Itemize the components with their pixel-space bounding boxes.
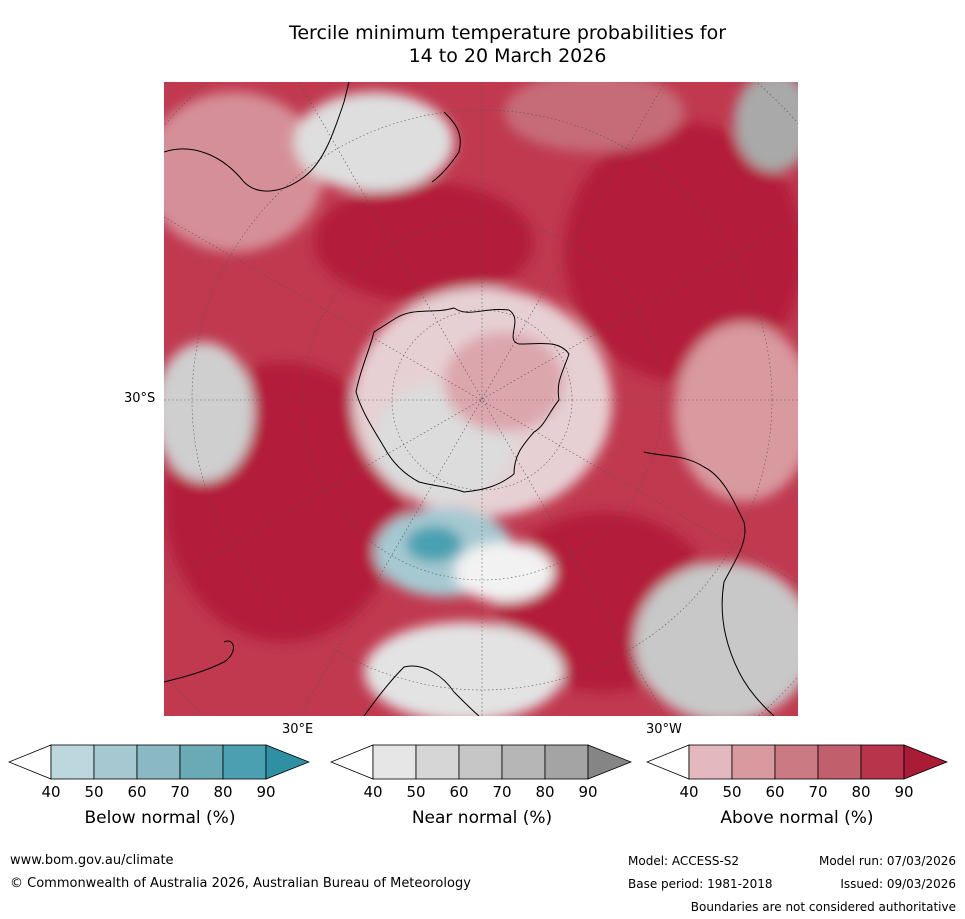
region-moderate-above-3 xyxy=(504,82,684,152)
colorbar-near-normal xyxy=(330,744,632,780)
colorbar-segment xyxy=(817,744,862,780)
colorbar-tick-label: 70 xyxy=(170,783,190,801)
colorbar-tick-label: 40 xyxy=(679,783,699,801)
probability-map xyxy=(164,82,798,716)
colorbar-tick-label: 90 xyxy=(894,783,914,801)
colorbar-segment xyxy=(179,744,224,780)
title-line-1: Tercile minimum temperature probabilitie… xyxy=(288,22,727,44)
region-near-normal-1 xyxy=(294,92,454,192)
map-canvas xyxy=(164,82,798,716)
colorbar-extend-high xyxy=(903,744,948,780)
colorbar-tick-label: 60 xyxy=(765,783,785,801)
colorbar-segment xyxy=(774,744,819,780)
colorbar-title-near: Near normal (%) xyxy=(411,808,553,828)
antarctica-above xyxy=(444,332,564,432)
colorbar-tick-label: 50 xyxy=(722,783,742,801)
colorbar-extend-high xyxy=(265,744,310,780)
colorbar-tick-label: 60 xyxy=(127,783,147,801)
colorbar-extend-low xyxy=(646,744,690,780)
title-line-2: 14 to 20 March 2026 xyxy=(408,45,607,67)
colorbar-segment xyxy=(93,744,138,780)
colorbar-tick-label: 40 xyxy=(363,783,383,801)
region-near-normal-2 xyxy=(164,342,254,482)
base-period: Base period: 1981-2018 xyxy=(628,877,773,891)
colorbar-segment xyxy=(136,744,181,780)
graticule xyxy=(164,82,798,716)
australia-coast xyxy=(164,82,350,192)
colorbar-tick-label: 70 xyxy=(808,783,828,801)
colorbar-title-below: Below normal (%) xyxy=(84,808,236,828)
colorbar-tick-label: 40 xyxy=(41,783,61,801)
map-title: Tercile minimum temperature probabilitie… xyxy=(0,22,965,68)
longitude-label-west: 30°W xyxy=(646,722,682,737)
region-strong-above-4 xyxy=(314,182,534,302)
colorbar-segment xyxy=(544,744,589,780)
colorbar-tick-label: 90 xyxy=(578,783,598,801)
colorbar-below-normal xyxy=(8,744,310,780)
colorbar-tick-label: 60 xyxy=(449,783,469,801)
colorbar-tick-label: 80 xyxy=(851,783,871,801)
region-moderate-above-1 xyxy=(164,92,324,252)
region-strong-above-2 xyxy=(564,122,798,382)
region-near-normal-6 xyxy=(454,542,554,602)
issued-date: Issued: 09/03/2026 xyxy=(840,877,956,891)
website-link[interactable]: www.bom.gov.au/climate xyxy=(10,853,174,868)
colorbar-tick-label: 70 xyxy=(492,783,512,801)
colorbar-segment xyxy=(860,744,905,780)
colorbar-tick-label: 80 xyxy=(535,783,555,801)
coastlines xyxy=(164,82,775,716)
colorbar-tick-label: 80 xyxy=(213,783,233,801)
colorbar-above-normal xyxy=(646,744,948,780)
colorbar-title-above: Above normal (%) xyxy=(720,808,874,828)
colorbar-tick-label: 50 xyxy=(406,783,426,801)
colorbar-segment xyxy=(688,744,733,780)
region-near-normal-5 xyxy=(734,82,798,172)
colorbar-extend-low xyxy=(330,744,374,780)
colorbar-segment xyxy=(458,744,503,780)
region-near-normal-4 xyxy=(364,622,564,716)
model-name: Model: ACCESS-S2 xyxy=(628,854,740,868)
longitude-label-east: 30°E xyxy=(282,722,314,737)
region-near-normal-3 xyxy=(634,562,798,716)
new-zealand-coast xyxy=(431,111,461,183)
colorbar-segment xyxy=(731,744,776,780)
model-run-date: Model run: 07/03/2026 xyxy=(818,854,956,868)
colorbar-segment xyxy=(222,744,267,780)
colorbar-segment xyxy=(501,744,546,780)
colorbar-segment xyxy=(50,744,95,780)
south-america-coast xyxy=(643,451,775,716)
region-moderate-above-2 xyxy=(674,322,798,502)
colorbar-segment xyxy=(415,744,460,780)
antarctica-coast xyxy=(355,307,570,493)
colorbar-tick-label: 50 xyxy=(84,783,104,801)
colorbar-segment xyxy=(372,744,417,780)
copyright-text: © Commonwealth of Australia 2026, Austra… xyxy=(10,876,471,891)
boundary-disclaimer: Boundaries are not considered authoritat… xyxy=(690,900,956,914)
region-below-normal-core xyxy=(406,526,462,562)
colorbar-extend-low xyxy=(8,744,52,780)
colorbar-tick-label: 90 xyxy=(256,783,276,801)
colorbar-extend-high xyxy=(587,744,632,780)
africa-coast xyxy=(164,640,480,716)
latitude-label: 30°S xyxy=(124,391,156,406)
